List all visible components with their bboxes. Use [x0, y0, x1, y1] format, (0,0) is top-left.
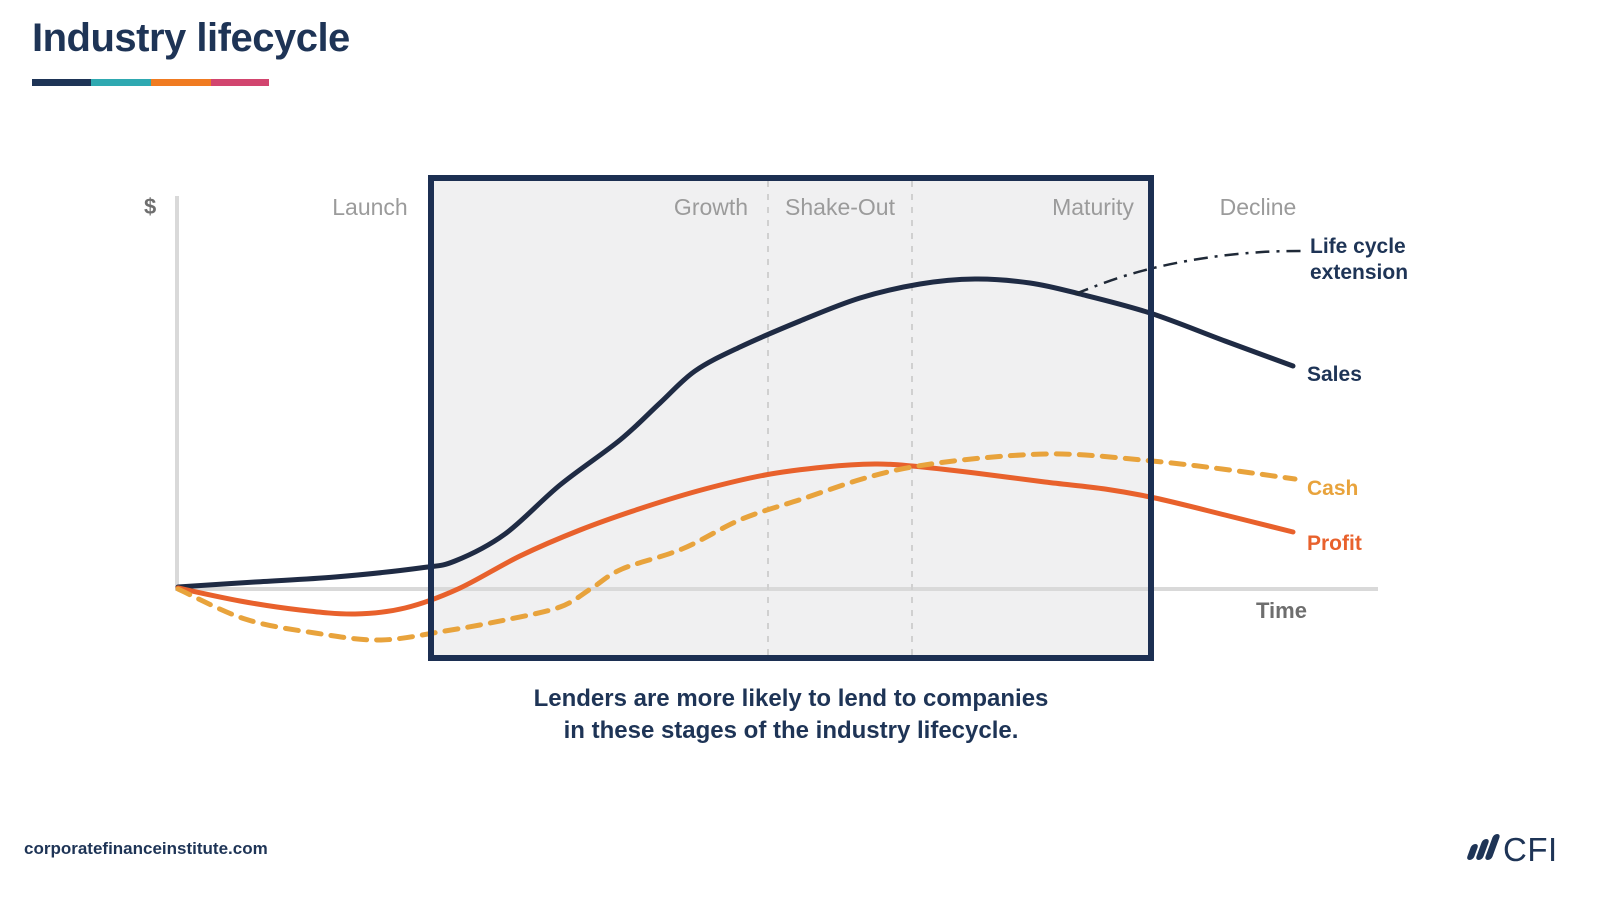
series-label-life-cycle-extension: Life cycle extension: [1310, 235, 1409, 284]
x-axis-label: Time: [1256, 598, 1307, 623]
stage-label-decline: Decline: [1219, 194, 1297, 220]
caption-line-2: in these stages of the industry lifecycl…: [563, 717, 1019, 744]
cfi-logo-text: CFI: [1503, 831, 1558, 868]
cfi-logo: CFI: [1466, 833, 1558, 866]
chart-caption: Lenders are more likely to lend to compa…: [428, 683, 1154, 747]
curve-profit: [175, 461, 1296, 617]
footer-url: corporatefinanceinstitute.com: [24, 839, 268, 858]
cfi-logo-bars-icon: [1466, 834, 1501, 860]
curve-layer: [175, 249, 1303, 643]
underline-segment-teal: [91, 79, 151, 86]
underline-segment-navy: [32, 79, 91, 86]
stage-label-maturity: Maturity: [1052, 194, 1134, 220]
series-label-profit: Profit: [1307, 532, 1362, 555]
title-underline: [32, 79, 269, 86]
underline-segment-orange: [151, 79, 211, 86]
stage-label-shake-out: Shake-Out: [785, 194, 895, 220]
highlight-box-fill: [428, 175, 1154, 661]
highlight-box-border: [428, 175, 1154, 661]
page-title: Industry lifecycle: [32, 16, 350, 60]
caption-line-1: Lenders are more likely to lend to compa…: [533, 685, 1049, 712]
curve-sales: [175, 276, 1296, 590]
stage-dividers: [767, 181, 913, 655]
curve-cash: [175, 451, 1298, 643]
stage-label-launch: Launch: [332, 194, 408, 220]
y-axis-label: $: [144, 194, 157, 219]
curve-life-cycle-extension: [1074, 249, 1303, 296]
underline-segment-pink: [211, 79, 269, 86]
series-label-sales: Sales: [1307, 363, 1362, 386]
stage-label-growth: Growth: [673, 194, 749, 220]
series-label-cash: Cash: [1307, 477, 1359, 500]
